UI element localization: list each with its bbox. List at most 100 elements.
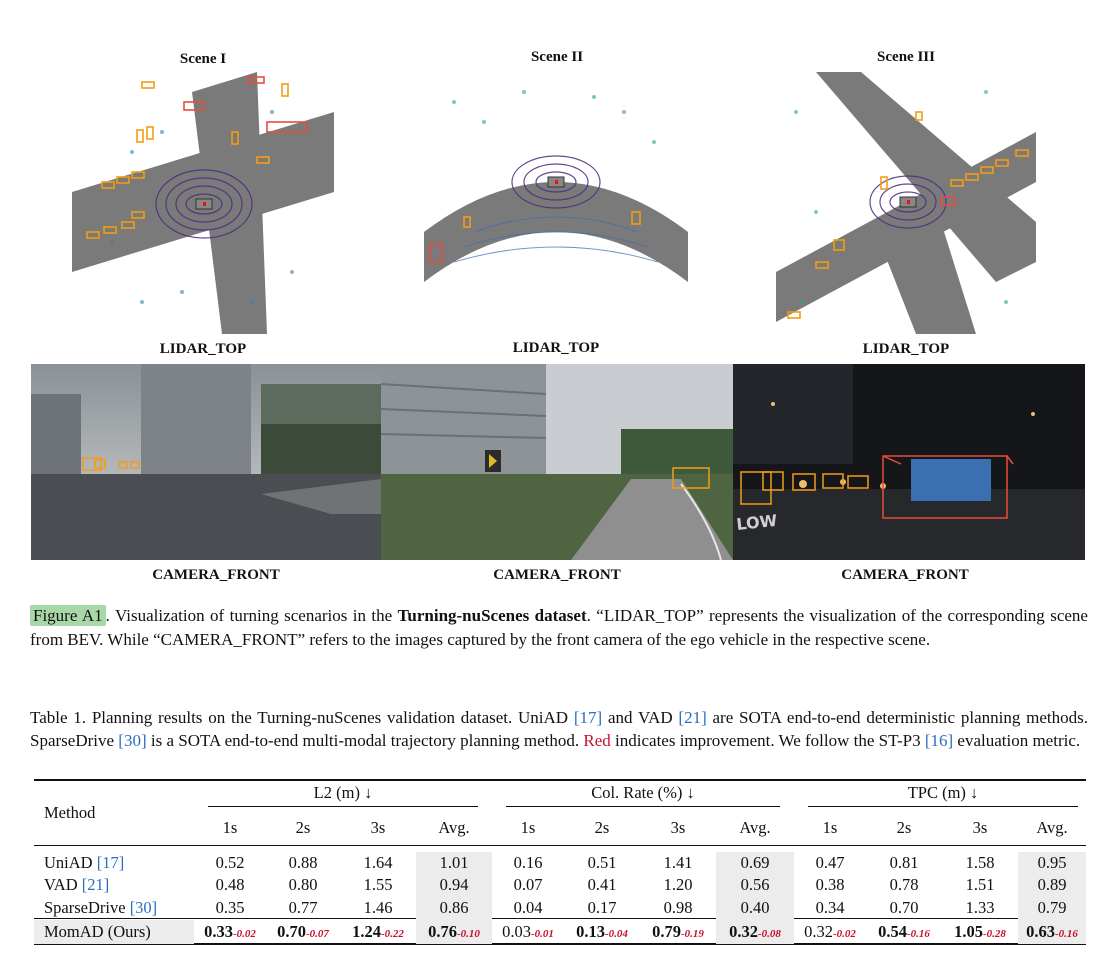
subheader: 3s	[370, 818, 386, 837]
cell-ours-value: 1.05	[954, 922, 983, 941]
cell: 0.98	[663, 898, 693, 917]
cell-avg: 0.40	[716, 896, 794, 920]
method-name: SparseDrive [30]	[34, 896, 194, 920]
cell: 0.52	[215, 853, 245, 872]
cell-ours-delta: -0.04	[604, 928, 628, 940]
group-header-l2: L2 (m) ↓	[194, 782, 492, 812]
cell-ours: 0.32-0.02	[794, 920, 866, 944]
cell-ours-avg: 0.32-0.08	[716, 920, 794, 944]
lidar-label-2: LIDAR_TOP	[512, 340, 600, 356]
cell-ours: 0.33-0.02	[194, 920, 266, 944]
cell-ours-delta: -0.16	[906, 928, 930, 940]
cell-ours: 1.05-0.28	[942, 920, 1018, 944]
figure-caption: Figure A1. Visualization of turning scen…	[30, 604, 1088, 652]
table-row-ours: MomAD (Ours) 0.33-0.02 0.70-0.07 1.24-0.…	[34, 920, 1086, 944]
cell-ours-delta: -0.19	[680, 928, 704, 940]
group-header-l2-label: L2 (m) ↓	[208, 783, 478, 807]
cell-avg: 0.89	[1018, 874, 1086, 896]
group-header-col: Col. Rate (%) ↓	[492, 782, 794, 812]
figure-label[interactable]: Figure A1	[30, 605, 106, 626]
camera-scene-1	[31, 364, 381, 560]
cell: 0.81	[889, 853, 919, 872]
citation-link[interactable]: [17]	[573, 708, 603, 727]
cell-ours-delta: -0.28	[982, 928, 1006, 940]
scene-2-title: Scene II	[530, 49, 584, 65]
method-name-text: UniAD	[44, 853, 97, 872]
subheader: Avg.	[438, 818, 470, 837]
cell: 0.80	[288, 875, 318, 894]
cell-ours-avg: 0.76-0.10	[416, 920, 492, 944]
cell: 0.04	[513, 898, 543, 917]
red-keyword: Red	[583, 731, 611, 750]
table-caption-text: is a SOTA end-to-end multi-modal traject…	[146, 731, 584, 750]
cell-ours-delta: -0.22	[380, 928, 404, 940]
table-bottom-rule	[34, 943, 1086, 945]
cell: 1.41	[663, 853, 693, 872]
cell-ours-value: 0.54	[878, 922, 907, 941]
cell: 0.16	[513, 853, 543, 872]
table-header-rule	[34, 845, 1086, 846]
cell-ours-value: 0.70	[277, 922, 306, 941]
subheader: 1s	[222, 818, 238, 837]
citation-link[interactable]: [17]	[96, 853, 125, 872]
cell: 1.20	[663, 875, 693, 894]
cell-ours-value: 0.76	[428, 922, 457, 941]
citation-link[interactable]: [16]	[924, 731, 954, 750]
subheader: 3s	[670, 818, 686, 837]
citation-link[interactable]: [21]	[678, 708, 707, 727]
cell-ours-value: 0.32	[804, 922, 833, 941]
cell-ours-delta: -0.08	[757, 928, 781, 940]
cell: 1.55	[363, 875, 393, 894]
cell-avg: 0.94	[416, 874, 492, 896]
citation-link[interactable]: [30]	[129, 898, 158, 917]
group-header-col-label: Col. Rate (%) ↓	[506, 783, 780, 807]
subheader: 1s	[520, 818, 536, 837]
cell: 1.58	[965, 853, 995, 872]
cell-ours: 0.79-0.19	[640, 920, 716, 944]
table-caption-text: Table 1. Planning results on the Turning…	[30, 708, 574, 727]
citation-link[interactable]: [21]	[81, 875, 110, 894]
scene-3-title: Scene III	[877, 49, 935, 65]
table-row: VAD [21] 0.48 0.80 1.55 0.94 0.07 0.41 1…	[34, 874, 1086, 896]
lidar-scene-2	[424, 72, 688, 334]
cell-avg: 0.86	[416, 896, 492, 920]
figure-caption-text-2: . “LIDAR_TOP” represents the visualizati…	[30, 606, 1088, 649]
method-name-ours: MomAD (Ours)	[34, 920, 194, 944]
cell-ours: 0.03-0.01	[492, 920, 564, 944]
subheader: 2s	[594, 818, 610, 837]
cell-ours-value: 1.24	[352, 922, 381, 941]
cell-ours-value: 0.32	[729, 922, 758, 941]
scene-1-title: Scene I	[179, 51, 227, 67]
table-row: UniAD [17] 0.52 0.88 1.64 1.01 0.16 0.51…	[34, 852, 1086, 874]
method-name: UniAD [17]	[34, 852, 194, 874]
method-name-text: SparseDrive	[44, 898, 130, 917]
citation-link[interactable]: [30]	[118, 731, 147, 750]
cell: 0.41	[587, 875, 617, 894]
cell: 1.33	[965, 898, 995, 917]
results-table: Method L2 (m) ↓ Col. Rate (%) ↓ TPC (m) …	[34, 782, 1086, 944]
cell-ours-value: 0.79	[652, 922, 681, 941]
cell: 1.64	[363, 853, 393, 872]
cell-ours-value: 0.63	[1026, 922, 1055, 941]
camera-label-1: CAMERA_FRONT	[152, 567, 280, 583]
method-name-text: VAD	[44, 875, 82, 894]
method-name: VAD [21]	[34, 874, 194, 896]
cell: 0.70	[889, 898, 919, 917]
cell-ours-value: 0.33	[204, 922, 233, 941]
cell-ours: 1.24-0.22	[340, 920, 416, 944]
cell-ours-delta: -0.02	[232, 928, 256, 940]
cell: 0.78	[889, 875, 919, 894]
cell-ours-avg: 0.63-0.16	[1018, 920, 1086, 944]
cell-ours-delta: -0.01	[530, 928, 554, 940]
camera-scene-2	[381, 364, 733, 560]
cell: 0.17	[587, 898, 617, 917]
group-header-tpc-label: TPC (m) ↓	[808, 783, 1078, 807]
subheader: 1s	[822, 818, 838, 837]
cell-ours-delta: -0.07	[305, 928, 329, 940]
road-marking-text: LOW	[735, 511, 778, 534]
cell: 1.51	[965, 875, 995, 894]
lidar-scene-3	[776, 72, 1036, 334]
subheader: Avg.	[1036, 818, 1068, 837]
cell-avg: 1.01	[416, 852, 492, 874]
table-caption: Table 1. Planning results on the Turning…	[30, 706, 1088, 752]
